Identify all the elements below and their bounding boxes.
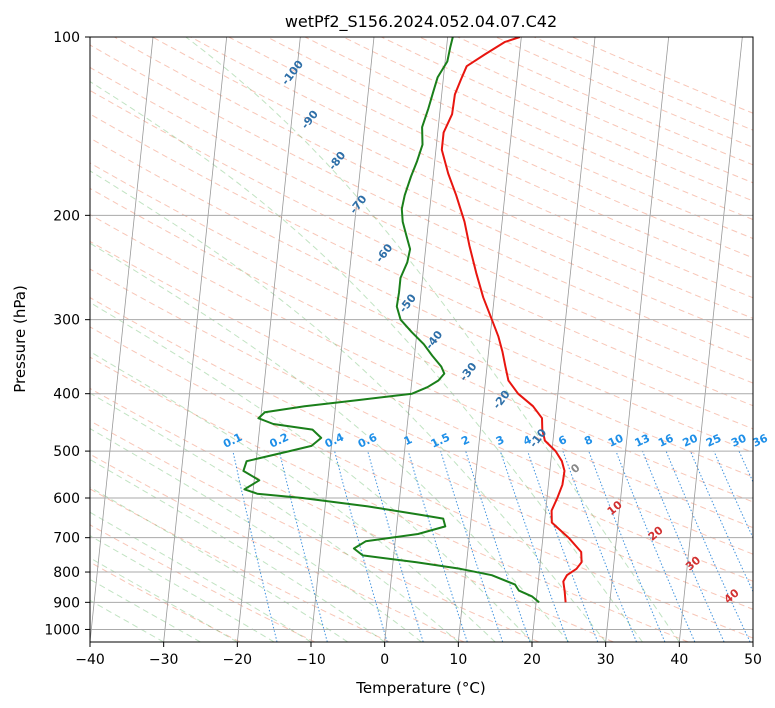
mixing-ratio-line xyxy=(527,450,599,642)
dry-adiabat-line xyxy=(495,37,753,148)
isotherm-grid xyxy=(0,37,753,642)
mixing-ratio-label: 25 xyxy=(704,432,723,450)
x-tick-label: 40 xyxy=(670,652,688,668)
mixing-ratio-line xyxy=(465,450,531,642)
mixing-ratio-label: 20 xyxy=(681,431,701,449)
y-tick-label: 1000 xyxy=(44,622,80,638)
mixing-ratio-label: 13 xyxy=(633,432,652,450)
isotherm-line xyxy=(531,37,596,642)
mixing-ratio-lines xyxy=(232,450,775,642)
dry-adiabat-line xyxy=(90,113,753,430)
isotherm-line xyxy=(163,37,228,642)
dry-adiabat-line xyxy=(90,44,753,362)
moist-adiabat-line xyxy=(90,458,385,642)
moist-adiabat-line xyxy=(90,242,570,642)
x-axis-label: Temperature (°C) xyxy=(355,679,485,697)
x-tick-label: −30 xyxy=(149,652,179,668)
moist-adiabat-line xyxy=(90,427,422,642)
x-tick-label: −10 xyxy=(296,652,326,668)
dry-adiabat-line xyxy=(304,37,753,240)
x-tick-label: −40 xyxy=(75,652,105,668)
x-tick-label: 50 xyxy=(744,652,762,668)
dry-adiabat-line xyxy=(90,240,753,555)
x-tick-label: 20 xyxy=(523,652,541,668)
isotherm-line xyxy=(457,37,522,642)
moist-adiabat-line xyxy=(90,80,643,642)
mixing-ratio-line xyxy=(278,450,328,642)
y-tick-label: 100 xyxy=(53,30,80,46)
dry-adiabat-line xyxy=(90,137,753,454)
dry-adiabat-line xyxy=(419,37,753,184)
isotherm-line xyxy=(752,638,753,642)
dry-adiabat-line xyxy=(457,37,753,166)
dry-adiabat-line xyxy=(90,326,753,639)
mixing-ratio-line xyxy=(760,451,775,642)
isotherm-line xyxy=(678,37,743,642)
moist-adiabat-line xyxy=(90,301,533,642)
dry-adiabat-line xyxy=(90,453,465,642)
isobar-grid xyxy=(90,214,753,630)
chart-title: wetPf2_S156.2024.052.04.07.C42 xyxy=(285,12,557,32)
isotherm-line xyxy=(310,37,375,642)
dry-adiabat-line xyxy=(343,37,753,221)
dry-adiabat-line xyxy=(90,66,753,384)
mixing-ratio-label: 30 xyxy=(729,431,749,449)
y-tick-label: 800 xyxy=(53,565,80,581)
moist-adiabat-line xyxy=(90,535,275,642)
isotherm-line xyxy=(236,37,301,642)
moist-adiabat-line xyxy=(185,37,680,642)
mixing-ratio-label: 16 xyxy=(656,431,676,449)
moist-adiabat-line xyxy=(90,392,459,642)
plot-frame xyxy=(89,36,754,643)
x-tick-label: 30 xyxy=(597,652,615,668)
mixing-ratio-line xyxy=(334,450,388,642)
isotherm-line xyxy=(384,37,449,642)
mixing-ratio-line xyxy=(499,450,569,642)
dewpoint-profile-line xyxy=(242,37,540,604)
mixing-ratio-line xyxy=(232,450,278,642)
dry-adiabat-line xyxy=(90,89,753,407)
mixing-ratio-line xyxy=(689,450,753,593)
moist-adiabat-line xyxy=(90,486,349,642)
y-tick-label: 500 xyxy=(53,444,80,460)
mixing-ratio-line xyxy=(367,450,424,642)
mixing-ratio-line xyxy=(615,450,696,642)
mixing-ratio-label: 10 xyxy=(606,431,626,449)
y-tick-label: 200 xyxy=(53,208,80,224)
dry-adiabat-line xyxy=(90,356,689,642)
moist-adiabats xyxy=(90,37,680,642)
temperature-profile-line xyxy=(440,37,583,603)
mixing-ratio-line xyxy=(588,450,666,642)
moist-adiabat-line xyxy=(90,170,607,642)
isotherm-line xyxy=(90,37,154,642)
x-tick-label: 0 xyxy=(380,652,389,668)
mixing-ratio-label: 36 xyxy=(751,431,771,449)
x-tick-label: 10 xyxy=(449,652,467,668)
y-tick-label: 700 xyxy=(53,531,80,547)
dry-adiabats xyxy=(90,37,753,642)
mixing-ratio-line xyxy=(713,450,753,539)
dry-adiabat-line xyxy=(90,297,753,610)
mixing-ratio-line xyxy=(562,450,637,642)
isotherm-line xyxy=(605,37,670,642)
y-tick-label: 900 xyxy=(53,595,80,611)
dry-adiabat-line xyxy=(90,420,540,642)
x-tick-label: −20 xyxy=(223,652,253,668)
dry-adiabat-line xyxy=(381,37,753,202)
isotherm-line xyxy=(0,37,6,642)
y-tick-label: 300 xyxy=(53,313,80,329)
y-axis-label: Pressure (hPa) xyxy=(11,285,29,393)
moist-adiabat-line xyxy=(90,351,496,642)
y-tick-label: 400 xyxy=(53,387,80,403)
y-tick-label: 600 xyxy=(53,491,80,507)
dry-adiabat-line xyxy=(90,187,753,503)
mixing-ratio-line xyxy=(665,450,751,642)
dry-adiabat-line xyxy=(90,162,753,478)
